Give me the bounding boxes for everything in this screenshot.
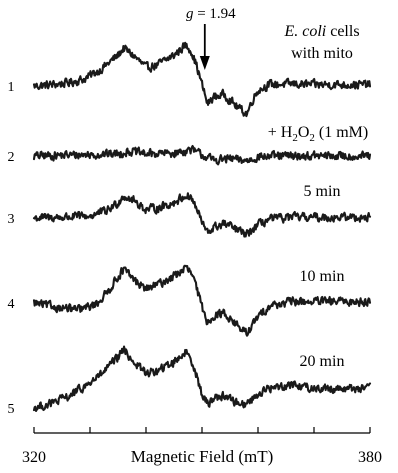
condition-labels: E. coli cells with mito + H2O2 (1 mM) 5 min…: [268, 23, 368, 370]
trace-5: [32, 345, 372, 413]
g-value-arrow-head: [199, 56, 210, 70]
condition-label-1-line-1: E. coli cells: [283, 23, 359, 40]
trace-3: [32, 192, 372, 238]
trace-number-1: 1: [8, 80, 15, 95]
x-tick-label-320: 320: [22, 449, 46, 466]
trace-number-3: 3: [8, 212, 15, 227]
x-axis-label: Magnetic Field (mT): [131, 447, 274, 466]
condition-label-5: 20 min: [300, 353, 345, 370]
condition-label-2: + H2O2 (1 mM): [268, 124, 368, 144]
condition-label-1-line-2: with mito: [291, 45, 353, 62]
x-axis-ticks: [33, 427, 371, 433]
trace-4: [32, 264, 372, 337]
g-value-label: g = 1.94: [186, 6, 236, 22]
x-tick-label-380: 380: [358, 449, 382, 466]
trace-number-labels: 1 2 3 4 5: [8, 80, 15, 417]
trace-1: [32, 41, 372, 118]
spectra-traces: [32, 41, 372, 413]
trace-number-4: 4: [8, 297, 15, 312]
g-value-annotation: g = 1.94: [186, 6, 236, 70]
condition-label-4: 10 min: [300, 268, 345, 285]
trace-2: [32, 144, 372, 166]
condition-label-3: 5 min: [304, 183, 341, 200]
trace-number-5: 5: [8, 402, 15, 417]
x-axis: 320 380 Magnetic Field (mT): [22, 427, 382, 466]
trace-number-2: 2: [8, 150, 15, 165]
x-axis-tick-labels: 320 380: [22, 449, 382, 466]
